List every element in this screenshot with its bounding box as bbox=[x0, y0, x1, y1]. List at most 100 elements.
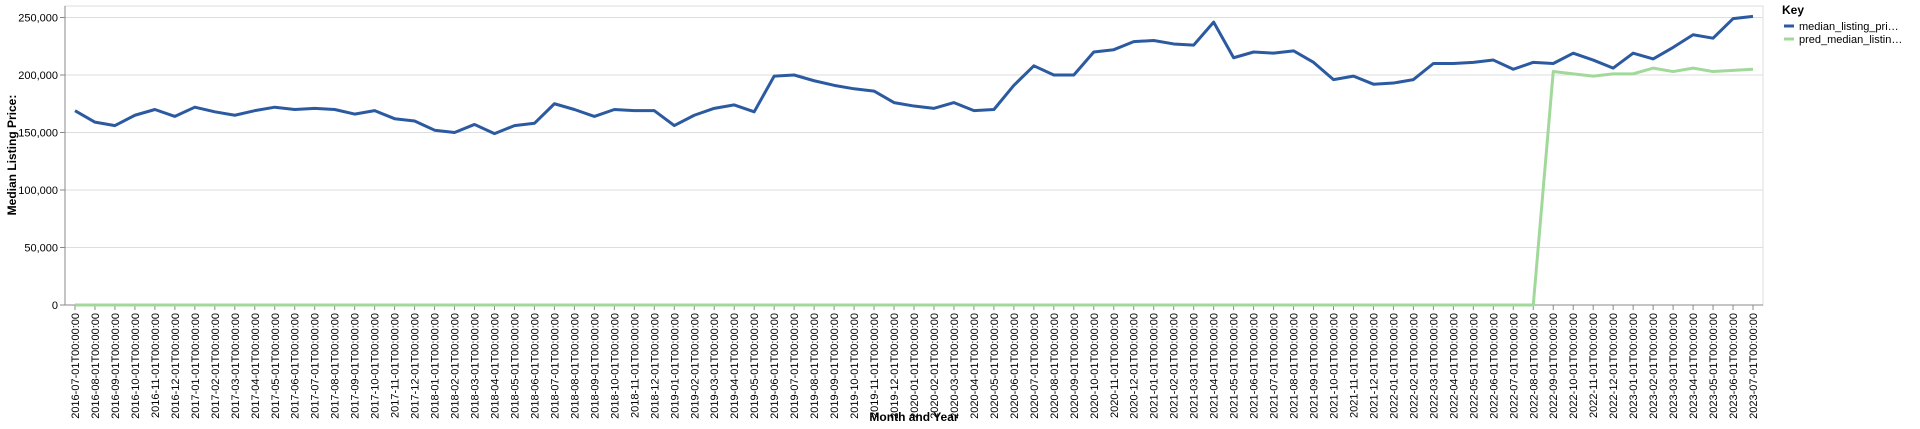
x-tick-label: 2020-09-01T00:00:00 bbox=[1069, 313, 1081, 419]
x-tick-label: 2017-04-01T00:00:00 bbox=[250, 313, 262, 419]
x-tick-label: 2021-03-01T00:00:00 bbox=[1189, 313, 1201, 419]
x-tick-label: 2017-12-01T00:00:00 bbox=[410, 313, 422, 419]
x-tick-label: 2016-07-01T00:00:00 bbox=[70, 313, 82, 419]
y-tick-label: 250,000 bbox=[18, 13, 58, 25]
x-tick-label: 2022-09-01T00:00:00 bbox=[1548, 313, 1560, 419]
y-tick-label: 0 bbox=[52, 300, 58, 312]
x-tick-label: 2022-06-01T00:00:00 bbox=[1488, 313, 1500, 419]
x-tick-label: 2022-02-01T00:00:00 bbox=[1408, 313, 1420, 419]
x-tick-label: 2019-01-01T00:00:00 bbox=[669, 313, 681, 419]
x-tick-label: 2019-05-01T00:00:00 bbox=[749, 313, 761, 419]
x-tick-label: 2021-01-01T00:00:00 bbox=[1149, 313, 1161, 419]
x-tick-label: 2022-11-01T00:00:00 bbox=[1588, 313, 1600, 418]
x-tick-label: 2023-07-01T00:00:00 bbox=[1748, 313, 1760, 419]
x-tick-label: 2023-04-01T00:00:00 bbox=[1688, 313, 1700, 419]
x-tick-label: 2017-10-01T00:00:00 bbox=[370, 313, 382, 419]
x-tick-label: 2016-10-01T00:00:00 bbox=[130, 313, 142, 419]
x-tick-label: 2020-03-01T00:00:00 bbox=[949, 313, 961, 419]
x-tick-label: 2023-02-01T00:00:00 bbox=[1648, 313, 1660, 419]
x-tick-label: 2018-10-01T00:00:00 bbox=[609, 313, 621, 419]
x-tick-label: 2017-11-01T00:00:00 bbox=[390, 313, 402, 418]
legend-title: Key bbox=[1782, 3, 1804, 17]
series-line bbox=[74, 66, 1754, 307]
x-tick-label: 2022-05-01T00:00:00 bbox=[1468, 313, 1480, 419]
x-tick-label: 2018-07-01T00:00:00 bbox=[549, 313, 561, 419]
x-tick-label: 2022-08-01T00:00:00 bbox=[1528, 313, 1540, 419]
x-tick-label: 2017-05-01T00:00:00 bbox=[270, 313, 282, 419]
x-tick-label: 2023-06-01T00:00:00 bbox=[1728, 313, 1740, 419]
x-tick-label: 2019-11-01T00:00:00 bbox=[869, 313, 881, 418]
x-tick-label: 2018-09-01T00:00:00 bbox=[589, 313, 601, 419]
x-tick-label: 2022-04-01T00:00:00 bbox=[1448, 313, 1460, 419]
x-tick-label: 2022-12-01T00:00:00 bbox=[1608, 313, 1620, 419]
x-tick-label: 2021-09-01T00:00:00 bbox=[1309, 313, 1321, 419]
x-tick-label: 2021-07-01T00:00:00 bbox=[1269, 313, 1281, 419]
x-tick-label: 2022-07-01T00:00:00 bbox=[1508, 313, 1520, 419]
x-tick-label: 2018-08-01T00:00:00 bbox=[569, 313, 581, 419]
x-tick-label: 2023-05-01T00:00:00 bbox=[1708, 313, 1720, 419]
x-tick-label: 2021-04-01T00:00:00 bbox=[1209, 313, 1221, 419]
x-tick-label: 2019-07-01T00:00:00 bbox=[789, 313, 801, 419]
x-tick-label: 2020-07-01T00:00:00 bbox=[1029, 313, 1041, 419]
x-tick-label: 2022-03-01T00:00:00 bbox=[1428, 313, 1440, 419]
x-tick-label: 2018-03-01T00:00:00 bbox=[470, 313, 482, 419]
x-tick-label: 2022-10-01T00:00:00 bbox=[1568, 313, 1580, 419]
x-tick-label: 2020-12-01T00:00:00 bbox=[1129, 313, 1141, 419]
x-tick-label: 2017-01-01T00:00:00 bbox=[190, 313, 202, 419]
x-tick-label: 2016-08-01T00:00:00 bbox=[90, 313, 102, 419]
y-tick-label: 200,000 bbox=[18, 70, 58, 82]
x-tick-label: 2019-03-01T00:00:00 bbox=[709, 313, 721, 419]
x-tick-label: 2019-10-01T00:00:00 bbox=[849, 313, 861, 419]
x-tick-label: 2021-11-01T00:00:00 bbox=[1348, 313, 1360, 418]
x-tick-label: 2020-05-01T00:00:00 bbox=[989, 313, 1001, 419]
x-tick-label: 2016-12-01T00:00:00 bbox=[170, 313, 182, 419]
x-tick-label: 2016-09-01T00:00:00 bbox=[110, 313, 122, 419]
x-tick-label: 2019-04-01T00:00:00 bbox=[729, 313, 741, 419]
legend-label: pred_median_listin… bbox=[1799, 34, 1902, 46]
x-tick-label: 2018-11-01T00:00:00 bbox=[629, 313, 641, 418]
x-tick-label: 2021-02-01T00:00:00 bbox=[1169, 313, 1181, 419]
x-tick-label: 2021-12-01T00:00:00 bbox=[1368, 313, 1380, 419]
x-tick-label: 2021-05-01T00:00:00 bbox=[1229, 313, 1241, 419]
x-tick-label: 2022-01-01T00:00:00 bbox=[1388, 313, 1400, 419]
y-tick-label: 100,000 bbox=[18, 185, 58, 197]
x-tick-label: 2021-08-01T00:00:00 bbox=[1289, 313, 1301, 419]
y-tick-label: 50,000 bbox=[24, 243, 58, 255]
x-tick-label: 2018-01-01T00:00:00 bbox=[430, 313, 442, 419]
x-tick-label: 2023-03-01T00:00:00 bbox=[1668, 313, 1680, 419]
x-tick-label: 2019-09-01T00:00:00 bbox=[829, 313, 841, 419]
x-tick-label: 2020-01-01T00:00:00 bbox=[909, 313, 921, 419]
x-tick-label: 2019-08-01T00:00:00 bbox=[809, 313, 821, 419]
x-tick-label: 2018-04-01T00:00:00 bbox=[489, 313, 501, 419]
x-tick-label: 2019-12-01T00:00:00 bbox=[889, 313, 901, 419]
x-tick-label: 2018-06-01T00:00:00 bbox=[529, 313, 541, 419]
x-tick-label: 2017-08-01T00:00:00 bbox=[330, 313, 342, 419]
x-tick-label: 2017-09-01T00:00:00 bbox=[350, 313, 362, 419]
x-tick-label: 2020-02-01T00:00:00 bbox=[929, 313, 941, 419]
y-axis-title: Median Listing Price: bbox=[5, 95, 19, 216]
plot-frame bbox=[64, 5, 1764, 306]
legend-label: median_listing_pri… bbox=[1799, 21, 1899, 33]
x-tick-label: 2020-06-01T00:00:00 bbox=[1009, 313, 1021, 419]
x-tick-label: 2018-12-01T00:00:00 bbox=[649, 313, 661, 419]
x-tick-label: 2020-08-01T00:00:00 bbox=[1049, 313, 1061, 419]
x-axis-title: Month and Year bbox=[869, 410, 958, 424]
x-tick-label: 2018-02-01T00:00:00 bbox=[450, 313, 462, 419]
x-tick-label: 2017-07-01T00:00:00 bbox=[310, 313, 322, 419]
x-tick-label: 2017-03-01T00:00:00 bbox=[230, 313, 242, 419]
x-tick-label: 2019-02-01T00:00:00 bbox=[689, 313, 701, 419]
series-line bbox=[74, 14, 1754, 136]
x-tick-label: 2019-06-01T00:00:00 bbox=[769, 313, 781, 419]
x-tick-label: 2020-11-01T00:00:00 bbox=[1109, 313, 1121, 418]
x-tick-label: 2016-11-01T00:00:00 bbox=[150, 313, 162, 418]
x-tick-label: 2021-10-01T00:00:00 bbox=[1329, 313, 1341, 419]
x-tick-label: 2020-10-01T00:00:00 bbox=[1089, 313, 1101, 419]
x-tick-label: 2017-06-01T00:00:00 bbox=[290, 313, 302, 419]
x-tick-label: 2017-02-01T00:00:00 bbox=[210, 313, 222, 419]
x-tick-label: 2021-06-01T00:00:00 bbox=[1249, 313, 1261, 419]
x-tick-label: 2023-01-01T00:00:00 bbox=[1628, 313, 1640, 419]
x-tick-label: 2018-05-01T00:00:00 bbox=[509, 313, 521, 419]
y-tick-label: 150,000 bbox=[18, 128, 58, 140]
x-tick-label: 2020-04-01T00:00:00 bbox=[969, 313, 981, 419]
